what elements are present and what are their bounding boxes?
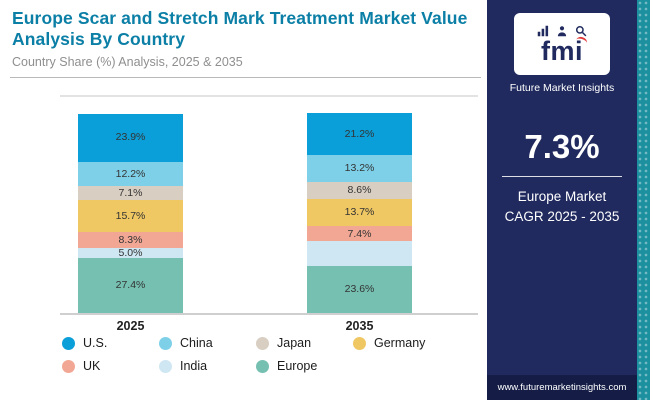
cagr-label: Europe Market CAGR 2025 - 2035 xyxy=(487,187,637,228)
segment-india-2025: 5.0% xyxy=(78,246,183,259)
segment-uk-2025: 8.3% xyxy=(78,231,183,249)
brand-name: Future Market Insights xyxy=(509,82,615,94)
segment-label: 15.7% xyxy=(115,209,146,222)
segment-label: 7.4% xyxy=(347,227,372,240)
segment-india-2035 xyxy=(307,241,412,266)
legend-label: China xyxy=(180,336,213,350)
segment-label: 13.2% xyxy=(344,162,375,175)
segment-germany-2025: 15.7% xyxy=(78,200,183,232)
segment-us-2025: 23.9% xyxy=(78,113,183,162)
segment-label: 8.6% xyxy=(347,184,372,197)
legend-swatch xyxy=(159,336,172,350)
segment-japan-2035: 8.6% xyxy=(307,181,412,200)
legend-swatch xyxy=(256,336,269,350)
legend-item-germany: Germany xyxy=(353,336,450,350)
legend-swatch xyxy=(159,359,172,373)
legend-label: Japan xyxy=(277,336,312,350)
segment-label: 12.2% xyxy=(115,167,146,180)
legend-item-europe: Europe xyxy=(256,359,353,373)
stacked-bar-2035: 21.2% 13.2% 8.6% 13.7% 7.4% 23.6% xyxy=(307,113,412,313)
fmi-logo: fmi xyxy=(514,13,610,75)
fmi-logo-text: fmi xyxy=(541,35,583,66)
divider xyxy=(502,176,622,177)
legend: U.S. China Japan Germany UK India Europe xyxy=(62,336,474,382)
legend-item-china: China xyxy=(159,336,256,350)
cagr-value: 7.3% xyxy=(524,128,600,165)
segment-us-2035: 21.2% xyxy=(307,113,412,156)
legend-swatch xyxy=(256,359,269,373)
stacked-bar-plot: 23.9% 12.2% 7.1% 15.7% 8.3% 5.0% 27.4% 2025 21.2… xyxy=(60,95,478,333)
segment-label: 5.0% xyxy=(118,246,143,259)
legend-label: Germany xyxy=(374,336,426,350)
magnifier-icon xyxy=(575,25,587,37)
legend-swatch xyxy=(62,336,75,350)
legend-label: Europe xyxy=(277,359,318,373)
legend-item-japan: Japan xyxy=(256,336,353,350)
legend-label: U.S. xyxy=(83,336,108,350)
page-title: Europe Scar and Stretch Mark Treatment M… xyxy=(12,8,468,49)
segment-label: 13.7% xyxy=(344,206,375,219)
segment-label: 21.2% xyxy=(344,128,375,140)
person-icon xyxy=(556,25,568,37)
segment-germany-2035: 13.7% xyxy=(307,199,412,227)
legend-swatch xyxy=(353,336,366,350)
category-label-2025: 2025 xyxy=(116,319,145,333)
brand-panel: fmi Future Market Insights 7.3% Europe M… xyxy=(487,0,637,400)
cagr-label-line2: CAGR 2025 - 2035 xyxy=(504,209,620,225)
chart-header: Europe Scar and Stretch Mark Treatment M… xyxy=(10,0,481,79)
pattern-strip xyxy=(637,0,650,400)
segment-label: 23.9% xyxy=(115,131,146,144)
cagr-label-line1: Europe Market xyxy=(517,189,607,204)
segment-label: 7.1% xyxy=(118,186,143,199)
segment-europe-2035: 23.6% xyxy=(307,265,412,313)
category-label-2035: 2035 xyxy=(345,319,374,333)
legend-item-india: India xyxy=(159,359,256,373)
bar-chart-icon xyxy=(537,25,549,37)
segment-label: 8.3% xyxy=(118,233,143,246)
chart-area: Europe Scar and Stretch Mark Treatment M… xyxy=(10,0,481,382)
segment-china-2035: 13.2% xyxy=(307,155,412,182)
segment-label: 27.4% xyxy=(115,279,146,292)
legend-item-uk: UK xyxy=(62,359,159,373)
segment-china-2025: 12.2% xyxy=(78,161,183,187)
segment-europe-2025: 27.4% xyxy=(78,258,183,313)
segment-uk-2035: 7.4% xyxy=(307,226,412,242)
chart-subtitle: Country Share (%) Analysis, 2025 & 2035 xyxy=(12,55,243,70)
legend-swatch xyxy=(62,359,75,373)
segment-japan-2025: 7.1% xyxy=(78,186,183,201)
logo-icons xyxy=(537,24,587,37)
legend-item-us: U.S. xyxy=(62,336,159,350)
website-link[interactable]: www.futuremarketinsights.com xyxy=(487,375,637,400)
stacked-bar-2025: 23.9% 12.2% 7.1% 15.7% 8.3% 5.0% 27.4% xyxy=(78,113,183,313)
legend-label: UK xyxy=(83,359,101,373)
segment-label: 23.6% xyxy=(344,283,375,296)
legend-label: India xyxy=(180,359,208,373)
